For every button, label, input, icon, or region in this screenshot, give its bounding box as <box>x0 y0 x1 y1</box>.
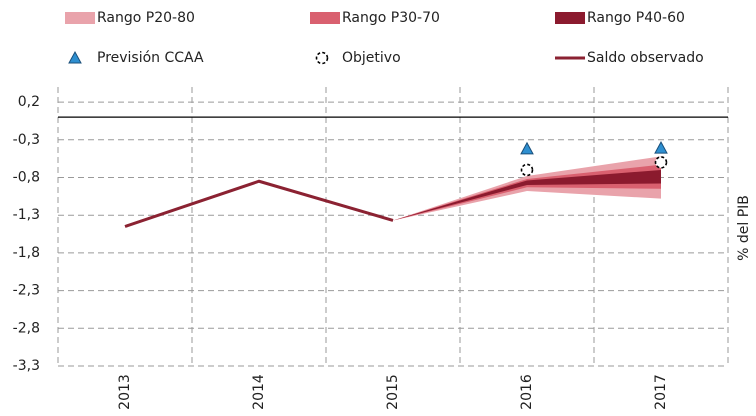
x-tick-label: 2014 <box>251 374 267 410</box>
legend-swatch <box>315 51 329 65</box>
legend-label: Rango P40-60 <box>587 10 685 26</box>
legend-label: Rango P20-80 <box>97 10 195 26</box>
target-marker <box>654 156 668 169</box>
legend-label: Saldo observado <box>587 50 704 66</box>
y-tick-label: 0,2 <box>18 94 40 110</box>
legend-swatch <box>65 12 95 24</box>
legend-swatch <box>310 12 340 24</box>
y-tick-label: -2,8 <box>13 320 40 336</box>
legend-label: Previsión CCAA <box>97 50 204 66</box>
y-tick-label: -3,3 <box>13 358 40 374</box>
y-tick-label: -1,8 <box>13 245 40 261</box>
legend-label: Objetivo <box>342 50 401 66</box>
forecast-marker <box>520 141 534 155</box>
x-tick-label: 2013 <box>117 374 133 410</box>
target-marker <box>520 163 534 177</box>
y-axis-label: % del PIB <box>736 195 752 261</box>
observed-line <box>124 179 394 228</box>
fan-band <box>393 169 661 221</box>
y-tick-label: -2,3 <box>13 283 40 299</box>
legend-swatch <box>555 12 585 24</box>
y-tick-label: -0,8 <box>13 169 40 185</box>
y-tick-label: -0,3 <box>13 132 40 148</box>
legend-swatch <box>68 50 82 64</box>
y-tick-label: -1,3 <box>13 207 40 223</box>
x-tick-label: 2015 <box>385 374 401 410</box>
forecast-marker <box>654 141 668 154</box>
legend-label: Rango P30-70 <box>342 10 440 26</box>
x-tick-label: 2017 <box>653 374 669 410</box>
x-tick-label: 2016 <box>519 374 535 410</box>
